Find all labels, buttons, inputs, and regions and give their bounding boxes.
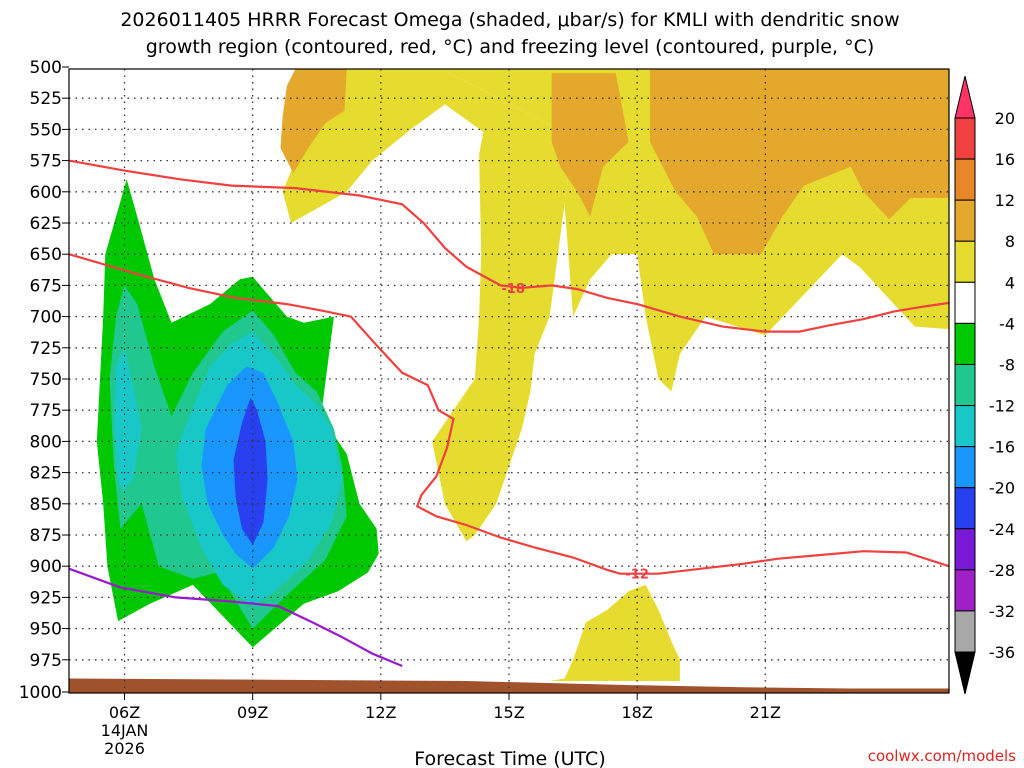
colorbar-band--24-to--28 xyxy=(954,528,976,571)
chart-title-line1: 2026011405 HRRR Forecast Omega (shaded, … xyxy=(120,9,899,31)
red-contour-label--12: -12 xyxy=(625,568,649,583)
ground-layer xyxy=(69,678,949,693)
xtick-year: 2026 xyxy=(104,739,145,758)
colorbar-top-arrow xyxy=(954,75,976,119)
xtick-label-15Z: 15Z xyxy=(493,703,524,722)
ytick-label-575: 575 xyxy=(30,152,62,172)
colorbar-band--4-to--8 xyxy=(954,322,976,365)
colorbar-label--28: -28 xyxy=(989,561,1015,580)
ytick-label-800: 800 xyxy=(30,432,62,452)
colorbar-label-20: 20 xyxy=(995,109,1015,128)
omega-shading-layer xyxy=(96,69,949,681)
shade-pos-8-west xyxy=(280,69,347,174)
xtick-label-12Z: 12Z xyxy=(365,703,396,722)
colorbar-label--12: -12 xyxy=(989,397,1015,416)
colorbar-band--28-to--32 xyxy=(954,569,976,612)
ytick-label-900: 900 xyxy=(30,557,62,577)
ytick-label-1000: 1000 xyxy=(19,683,62,703)
credit-text[interactable]: coolwx.com/models xyxy=(868,747,1016,765)
colorbar-label--4: -4 xyxy=(999,314,1015,333)
colorbar-label-4: 4 xyxy=(1005,273,1015,292)
red-contour-label--18: -18 xyxy=(502,282,526,297)
ytick-label-525: 525 xyxy=(30,89,62,109)
colorbar-bottom-arrow xyxy=(954,651,976,695)
xtick-label-09Z: 09Z xyxy=(237,703,268,722)
colorbar: 20 16 12 8 4 -4 -8 -12 -16 -20 -24 -28 -32 -36 xyxy=(954,75,1015,695)
colorbar-label-16: 16 xyxy=(995,150,1015,169)
ytick-label-550: 550 xyxy=(30,120,62,140)
colorbar-band--20-to--24 xyxy=(954,487,976,530)
colorbar-band-12-to-8 xyxy=(954,199,976,242)
colorbar-band-16-to-12 xyxy=(954,158,976,201)
colorbar-band--8-to--12 xyxy=(954,363,976,407)
ytick-label-950: 950 xyxy=(30,620,62,640)
ytick-label-825: 825 xyxy=(30,464,62,484)
colorbar-band--32-to--36 xyxy=(954,610,976,653)
colorbar-label--24: -24 xyxy=(989,520,1015,539)
colorbar-label--32: -32 xyxy=(989,602,1015,621)
colorbar-label--36: -36 xyxy=(989,643,1015,662)
y-axis-ticks: 500 525 550 575 600 625 650 675 700 725 750 775 800 8… xyxy=(19,58,69,703)
colorbar-label--20: -20 xyxy=(989,479,1015,498)
xtick-label-18Z: 18Z xyxy=(621,703,652,722)
ytick-label-500: 500 xyxy=(30,58,62,78)
ground-surface xyxy=(69,678,949,693)
ytick-label-750: 750 xyxy=(30,370,62,390)
ytick-label-875: 875 xyxy=(30,526,62,546)
ytick-label-775: 775 xyxy=(30,401,62,421)
xtick-date: 14JAN xyxy=(101,721,149,740)
colorbar-band-20-to-16 xyxy=(954,117,976,160)
contour-layer: -18 -12 xyxy=(68,159,950,668)
ytick-label-675: 675 xyxy=(30,276,62,296)
xtick-label-06Z: 06Z xyxy=(109,703,140,722)
colorbar-band-4-to--4 xyxy=(954,281,976,324)
colorbar-label--16: -16 xyxy=(989,438,1015,457)
x-axis-label: Forecast Time (UTC) xyxy=(414,748,605,768)
chart-title-line2: growth region (contoured, red, °C) and f… xyxy=(146,36,875,58)
shade-neg-12 xyxy=(113,347,142,492)
shade-pos-4-low xyxy=(549,584,680,681)
colorbar-band-8-to-4 xyxy=(954,240,976,283)
xtick-label-21Z: 21Z xyxy=(750,703,781,722)
ytick-label-725: 725 xyxy=(30,339,62,359)
colorbar-band--16-to--20 xyxy=(954,446,976,489)
gridlines xyxy=(69,69,949,693)
colorbar-label-12: 12 xyxy=(995,191,1015,210)
colorbar-label--8: -8 xyxy=(999,355,1015,374)
ytick-label-925: 925 xyxy=(30,588,62,608)
red-contour--12 xyxy=(68,253,950,575)
red-contour--18 xyxy=(68,159,950,333)
ytick-label-650: 650 xyxy=(30,245,62,265)
ytick-label-850: 850 xyxy=(30,495,62,515)
ytick-label-700: 700 xyxy=(30,308,62,328)
ytick-label-975: 975 xyxy=(30,651,62,671)
colorbar-band--12-to--16 xyxy=(954,405,976,448)
shade-pos-8-b xyxy=(650,69,949,255)
ytick-label-600: 600 xyxy=(30,183,62,203)
shade-neg-20 xyxy=(233,397,268,545)
shade-pos-8-a xyxy=(551,73,629,217)
ytick-label-625: 625 xyxy=(30,214,62,234)
colorbar-label-8: 8 xyxy=(1005,232,1015,251)
freezing-level-contour xyxy=(68,567,403,668)
shade-pos-4-west xyxy=(158,69,574,542)
